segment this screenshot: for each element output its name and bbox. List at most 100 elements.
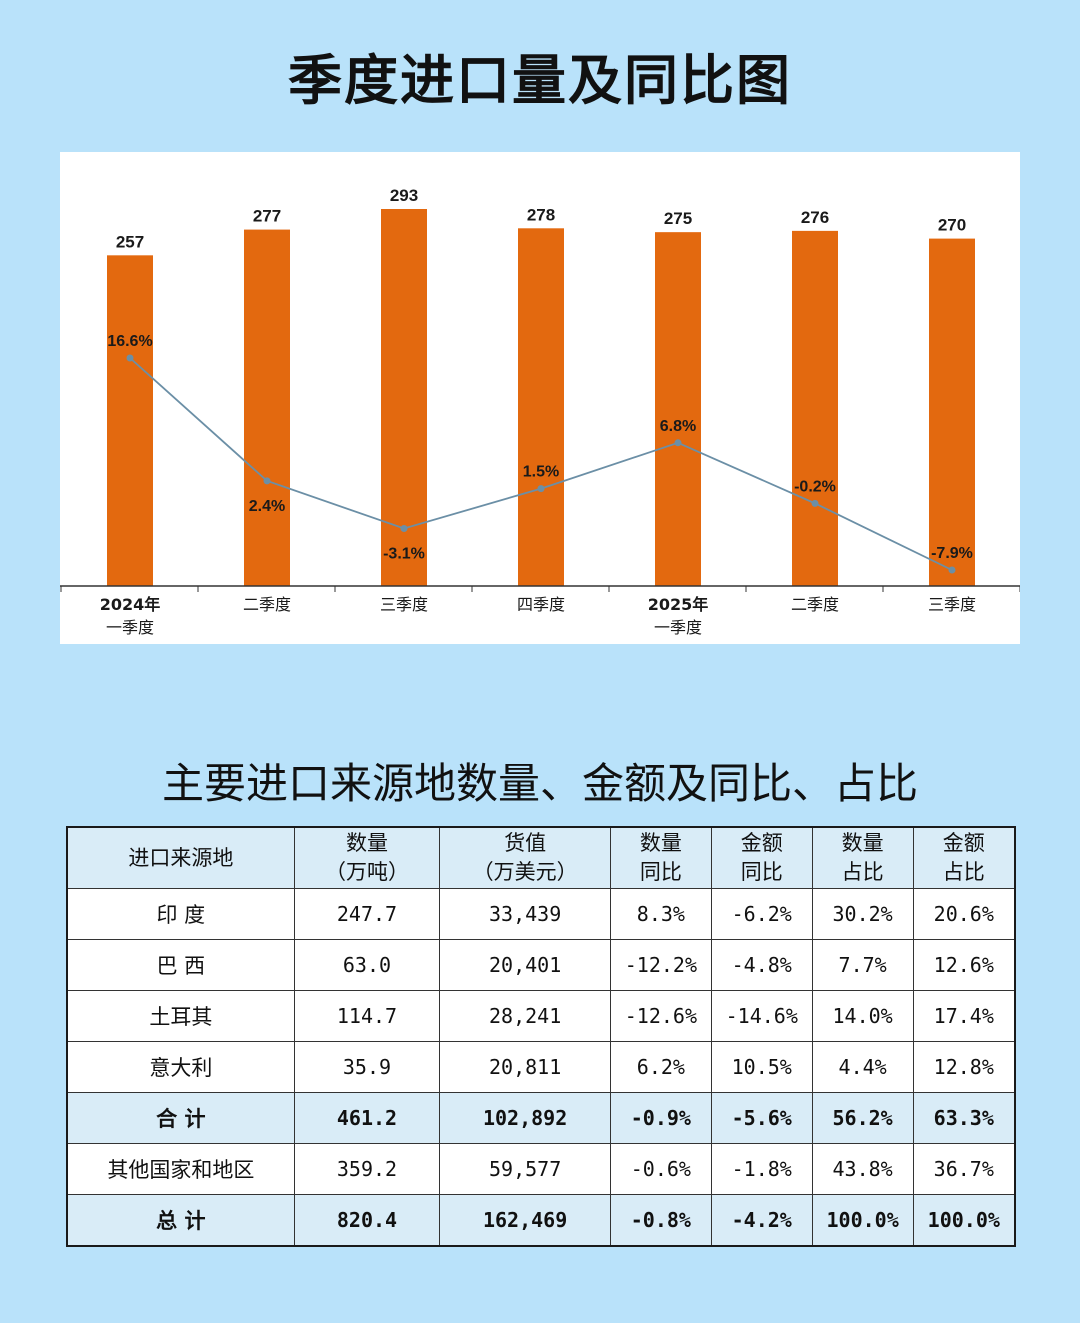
yoy-point bbox=[811, 499, 819, 507]
chart-panel: 257 277 293 278 275 276 270 16.6% 2.4% -3.1% 1.5% 6… bbox=[60, 152, 1020, 644]
table-cell: 56.2% bbox=[811, 1092, 914, 1144]
x-tick-label: 一季度 bbox=[106, 618, 154, 637]
quarterly-import-chart: 257 277 293 278 275 276 270 16.6% 2.4% -3.1% 1.5% 6… bbox=[60, 186, 1020, 637]
bar-value-label: 277 bbox=[253, 207, 281, 226]
table-cell: 14.0% bbox=[811, 990, 914, 1042]
table-cell: 12.8% bbox=[912, 1041, 1016, 1093]
table-cell: 162,469 bbox=[439, 1194, 611, 1247]
yoy-point bbox=[674, 439, 682, 447]
table-cell: 59,577 bbox=[439, 1143, 611, 1195]
yoy-point bbox=[948, 566, 956, 574]
table-cell: -0.9% bbox=[609, 1092, 712, 1144]
yoy-point bbox=[126, 354, 134, 362]
x-tick-label: 三季度 bbox=[928, 595, 976, 614]
table-cell: 17.4% bbox=[912, 990, 1016, 1042]
bar bbox=[518, 228, 564, 586]
table-row: 其他国家和地区 359.2 59,577 -0.6% -1.8% 43.8% 36.7% bbox=[66, 1143, 1016, 1195]
table-cell: -12.2% bbox=[609, 939, 712, 991]
table-cell: -14.6% bbox=[710, 990, 813, 1042]
bar bbox=[107, 255, 153, 587]
table-cell: -0.8% bbox=[609, 1194, 712, 1247]
yoy-label: 1.5% bbox=[523, 464, 559, 481]
table-cell-source: 其他国家和地区 bbox=[66, 1143, 295, 1195]
table-cell: -5.6% bbox=[710, 1092, 813, 1144]
header-cell-quantity: 数量 （万吨） bbox=[293, 826, 441, 889]
table-cell: -4.2% bbox=[710, 1194, 813, 1247]
table-cell: 461.2 bbox=[293, 1092, 441, 1144]
x-tick-label: 三季度 bbox=[380, 595, 428, 614]
x-tick-label: 二季度 bbox=[791, 595, 839, 614]
table-row: 合 计 461.2 102,892 -0.9% -5.6% 56.2% 63.3% bbox=[66, 1092, 1016, 1144]
table-cell: 28,241 bbox=[439, 990, 611, 1042]
table-cell: 114.7 bbox=[293, 990, 441, 1042]
table-cell: 7.7% bbox=[811, 939, 914, 991]
table-cell: -1.8% bbox=[710, 1143, 813, 1195]
bar bbox=[929, 238, 975, 586]
table-cell-source: 印 度 bbox=[66, 888, 295, 940]
table-cell: 820.4 bbox=[293, 1194, 441, 1247]
table-cell: 63.3% bbox=[912, 1092, 1016, 1144]
x-tick-label: 四季度 bbox=[517, 595, 565, 614]
header-cell-quantity-yoy: 数量 同比 bbox=[609, 826, 712, 889]
header-cell-amount-yoy: 金额 同比 bbox=[710, 826, 813, 889]
table-cell: 102,892 bbox=[439, 1092, 611, 1144]
table-cell: 247.7 bbox=[293, 888, 441, 940]
table-cell: 33,439 bbox=[439, 888, 611, 940]
bar bbox=[655, 232, 701, 586]
header-cell-value: 货值 （万美元） bbox=[439, 826, 611, 889]
table-row: 印 度 247.7 33,439 8.3% -6.2% 30.2% 20.6% bbox=[66, 888, 1016, 940]
import-source-table: 进口来源地 数量 （万吨） 货值 （万美元） 数量 同比 金额 同比 数量 占比 金额 占比… bbox=[66, 826, 1016, 1247]
yoy-label: 16.6% bbox=[107, 333, 152, 350]
table-cell: 36.7% bbox=[912, 1143, 1016, 1195]
table-cell-source: 合 计 bbox=[66, 1092, 295, 1144]
table-cell: 35.9 bbox=[293, 1041, 441, 1093]
x-tick-label: 二季度 bbox=[243, 595, 291, 614]
table-cell: 359.2 bbox=[293, 1143, 441, 1195]
yoy-point bbox=[400, 524, 408, 532]
table-row: 总 计 820.4 162,469 -0.8% -4.2% 100.0% 100.0% bbox=[66, 1194, 1016, 1247]
header-cell-amount-share: 金额 占比 bbox=[912, 826, 1016, 889]
bar-value-label: 293 bbox=[390, 186, 418, 205]
table-cell: 63.0 bbox=[293, 939, 441, 991]
yoy-label: -3.1% bbox=[383, 545, 425, 562]
x-tick-label: 2025年 bbox=[648, 595, 709, 614]
table-cell: -4.8% bbox=[710, 939, 813, 991]
table-title: 主要进口来源地数量、金额及同比、占比 bbox=[161, 759, 918, 808]
table-cell: 10.5% bbox=[710, 1041, 813, 1093]
table-cell: -12.6% bbox=[609, 990, 712, 1042]
bar bbox=[244, 229, 290, 586]
table-cell: 4.4% bbox=[811, 1041, 914, 1093]
x-tick-label: 2024年 bbox=[100, 595, 161, 614]
header-cell-source: 进口来源地 bbox=[66, 826, 295, 889]
table-cell: 6.2% bbox=[609, 1041, 712, 1093]
bar-value-label: 270 bbox=[938, 216, 966, 235]
table-row: 巴 西 63.0 20,401 -12.2% -4.8% 7.7% 12.6% bbox=[66, 939, 1016, 991]
yoy-label: 6.8% bbox=[660, 418, 696, 435]
yoy-point bbox=[263, 477, 271, 485]
table-cell: 20.6% bbox=[912, 888, 1016, 940]
table-cell: 8.3% bbox=[609, 888, 712, 940]
yoy-label: -0.2% bbox=[794, 478, 836, 495]
table-header-row: 进口来源地 数量 （万吨） 货值 （万美元） 数量 同比 金额 同比 数量 占比 金额 占比 bbox=[66, 826, 1016, 889]
table-cell: 43.8% bbox=[811, 1143, 914, 1195]
table-cell: 20,811 bbox=[439, 1041, 611, 1093]
bar-value-label: 278 bbox=[527, 205, 555, 224]
bar bbox=[792, 230, 838, 586]
bar-value-label: 275 bbox=[664, 209, 692, 228]
table-cell: 12.6% bbox=[912, 939, 1016, 991]
table-cell-source: 巴 西 bbox=[66, 939, 295, 991]
table-cell-source: 意大利 bbox=[66, 1041, 295, 1093]
table-cell: 30.2% bbox=[811, 888, 914, 940]
yoy-label: 2.4% bbox=[249, 498, 285, 515]
table-cell-source: 土耳其 bbox=[66, 990, 295, 1042]
table-row: 意大利 35.9 20,811 6.2% 10.5% 4.4% 12.8% bbox=[66, 1041, 1016, 1093]
table-cell-source: 总 计 bbox=[66, 1194, 295, 1247]
bar-value-label: 276 bbox=[801, 208, 829, 227]
table-cell: -6.2% bbox=[710, 888, 813, 940]
table-row: 土耳其 114.7 28,241 -12.6% -14.6% 14.0% 17.4% bbox=[66, 990, 1016, 1042]
bar-value-label: 257 bbox=[116, 232, 144, 251]
header-cell-quantity-share: 数量 占比 bbox=[811, 826, 914, 889]
page-title: 季度进口量及同比图 bbox=[288, 49, 792, 112]
table-cell: -0.6% bbox=[609, 1143, 712, 1195]
table-cell: 100.0% bbox=[811, 1194, 914, 1247]
